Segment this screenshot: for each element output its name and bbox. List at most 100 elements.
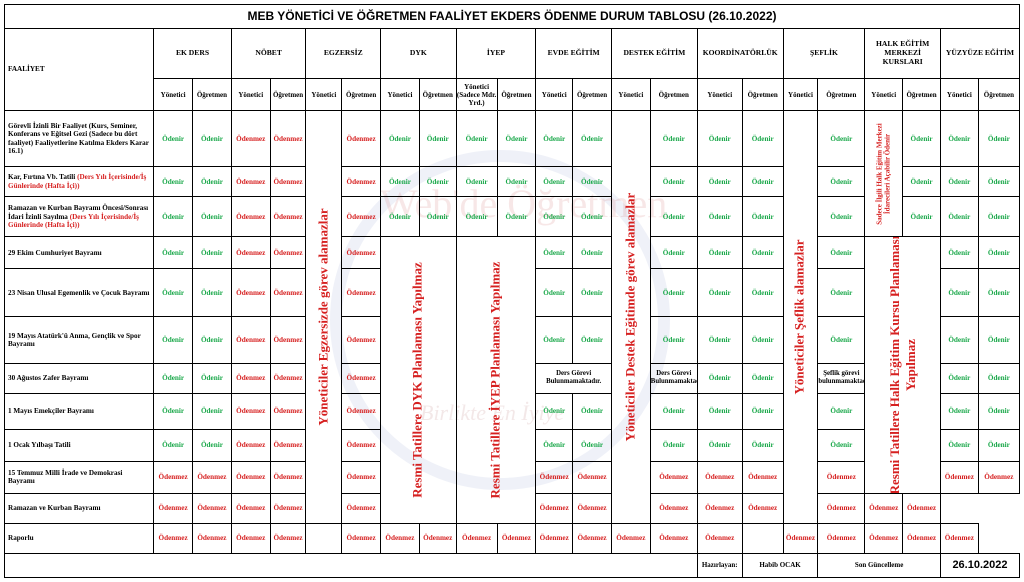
status-cell: Ödenir — [939, 428, 979, 462]
status-cell: Ödenir — [939, 196, 979, 238]
table-row: Ramazan ve Kurban Bayramı Ödenmez Ödenme… — [3, 492, 1020, 524]
status-cell: Ödenmez — [977, 460, 1021, 494]
table-row: 30 Ağustos Zafer Bayramı Ödenir Ödenir Ö… — [3, 362, 1021, 394]
status-cell: Ödenir — [535, 196, 574, 238]
status-cell: Ödenir — [649, 196, 698, 238]
status-cell: Ödenmez — [572, 522, 612, 554]
group-egzersiz: EGZERSİZ — [305, 28, 382, 80]
destek-vertical-note: Yöneticiler Destek Eğitimde görev alamaz… — [610, 110, 651, 524]
status-cell: Ödenmez — [230, 460, 271, 494]
status-cell: Ödenmez — [192, 492, 232, 524]
status-cell: Ödenmez — [696, 492, 743, 524]
status-cell: Ödenir — [153, 166, 194, 198]
status-cell: Ödenmez — [269, 392, 307, 430]
status-cell: Ödenir — [535, 166, 574, 198]
destek-note: Ders Görevi Bulunmamaktadır. — [649, 362, 698, 394]
iyep-vertical-note: Resmi Tatillere İYEP Planlaması Yapılmaz — [455, 236, 537, 524]
sub-ogretmen: Öğretmen — [341, 78, 382, 112]
group-iyep: İYEP — [455, 28, 537, 80]
status-cell: Ödenir — [977, 196, 1021, 238]
group-ek-ders: EK DERS — [153, 28, 232, 80]
status-cell: Ödenmez — [696, 522, 743, 554]
table-row: 29 Ekim Cumhuriyet Bayramı Ödenir Ödenir… — [3, 236, 1021, 524]
status-cell: Ödenmez — [192, 522, 232, 554]
activity-label: 15 Temmuz Milli İrade ve Demokrasi Bayra… — [3, 460, 155, 494]
status-cell: Ödenmez — [864, 492, 904, 524]
status-cell: Ödenir — [153, 268, 194, 318]
status-cell: Ödenir — [496, 110, 537, 168]
status-cell: Ödenmez — [269, 428, 307, 462]
table-row: Ramazan ve Kurban Bayramı Öncesi/Sonrası… — [3, 196, 1021, 238]
status-cell: Ödenmez — [341, 522, 382, 554]
sub-yonetici: Yönetici — [782, 78, 819, 112]
status-cell: Ödenir — [696, 166, 743, 198]
status-cell: Ödenmez — [341, 392, 382, 430]
status-cell: Ödenir — [192, 362, 232, 394]
halk-yonetici-note: Sadece İlgili Halk Eğitim Merkezi İdarec… — [864, 110, 904, 238]
status-cell: Ödenir — [696, 196, 743, 238]
status-cell: Ödenir — [696, 362, 743, 394]
status-cell: Ödenmez — [939, 460, 979, 494]
status-cell: Ödenir — [741, 428, 784, 462]
status-cell: Ödenir — [741, 268, 784, 318]
halk-vertical-note: Resmi Tatillere Halk Eğitim Kursu Planla… — [864, 236, 941, 494]
status-cell: Ödenmez — [269, 522, 307, 554]
status-cell: Ödenmez — [902, 522, 941, 554]
status-cell: Ödenir — [696, 236, 743, 270]
status-cell: Ödenmez — [572, 492, 612, 524]
group-halk: HALK EĞİTİM MERKEZİ KURSLARI — [864, 28, 941, 80]
status-cell: Ödenir — [939, 392, 979, 430]
status-cell: Ödenir — [572, 268, 612, 318]
status-cell: Ödenir — [649, 110, 698, 168]
son-guncelleme-date: 26.10.2022 — [939, 552, 1021, 579]
status-cell: Ödenmez — [269, 492, 307, 524]
status-cell: Ödenir — [741, 236, 784, 270]
empty-cell — [305, 522, 343, 554]
status-cell: Ödenir — [939, 110, 979, 168]
activity-label: Kar, Fırtına Vb. Tatili (Ders Yılı İçeri… — [3, 166, 155, 198]
status-cell: Ödenmez — [230, 196, 271, 238]
activity-label: 19 Mayıs Atatürk'ü Anma, Gençlik ve Spor… — [3, 316, 155, 364]
status-cell: Ödenmez — [230, 268, 271, 318]
status-cell: Ödenmez — [455, 522, 498, 554]
activity-label: 1 Mayıs Emekçiler Bayramı — [3, 392, 155, 430]
status-cell: Ödenmez — [230, 428, 271, 462]
status-cell: Ödenir — [649, 236, 698, 270]
activity-label: 23 Nisan Ulusal Egemenlik ve Çocuk Bayra… — [3, 268, 155, 318]
status-cell: Ödenir — [977, 316, 1021, 364]
status-cell: Ödenir — [192, 268, 232, 318]
status-cell: Ödenmez — [649, 492, 698, 524]
egzersiz-vertical-note: Yöneticiler Egzersizde görev alamazlar — [305, 110, 343, 524]
status-cell: Ödenmez — [817, 522, 866, 554]
seflik-note: Şeflik görevi bulunmamaktadır. — [817, 362, 866, 394]
status-cell: Ödenmez — [864, 522, 904, 554]
status-cell: Ödenmez — [230, 110, 271, 168]
status-cell: Ödenir — [192, 110, 232, 168]
status-cell: Ödenir — [649, 316, 698, 364]
sub-ogretmen: Öğretmen — [572, 78, 612, 112]
status-cell: Ödenir — [455, 196, 498, 238]
status-cell: Ödenmez — [535, 460, 574, 494]
group-yuz: YÜZYÜZE EĞİTİM — [939, 28, 1021, 80]
status-cell: Ödenir — [153, 110, 194, 168]
status-cell: Ödenmez — [192, 460, 232, 494]
sub-ogretmen: Öğretmen — [649, 78, 698, 112]
status-cell: Ödenir — [380, 196, 420, 238]
status-cell: Ödenmez — [696, 460, 743, 494]
table-row: 1 Mayıs Emekçiler Bayramı Ödenir Ödenir … — [3, 392, 1021, 430]
status-cell: Ödenir — [535, 392, 574, 430]
status-cell: Ödenmez — [269, 166, 307, 198]
status-cell: Ödenir — [572, 236, 612, 270]
status-cell: Ödenir — [696, 110, 743, 168]
status-cell: Ödenir — [817, 316, 866, 364]
status-cell: Ödenmez — [230, 392, 271, 430]
status-cell: Ödenir — [192, 166, 232, 198]
status-cell: Ödenir — [741, 196, 784, 238]
group-destek: DESTEK EĞİTİM — [610, 28, 698, 80]
sub-yonetici: Yönetici — [380, 78, 420, 112]
payment-status-table: MEB YÖNETİCİ VE ÖĞRETMEN FAALİYET EKDERS… — [3, 3, 1021, 579]
status-cell: Ödenmez — [269, 110, 307, 168]
status-cell: Ödenir — [939, 236, 979, 270]
activity-label: 1 Ocak Yılbaşı Tatili — [3, 428, 155, 462]
status-cell: Ödenir — [939, 362, 979, 394]
